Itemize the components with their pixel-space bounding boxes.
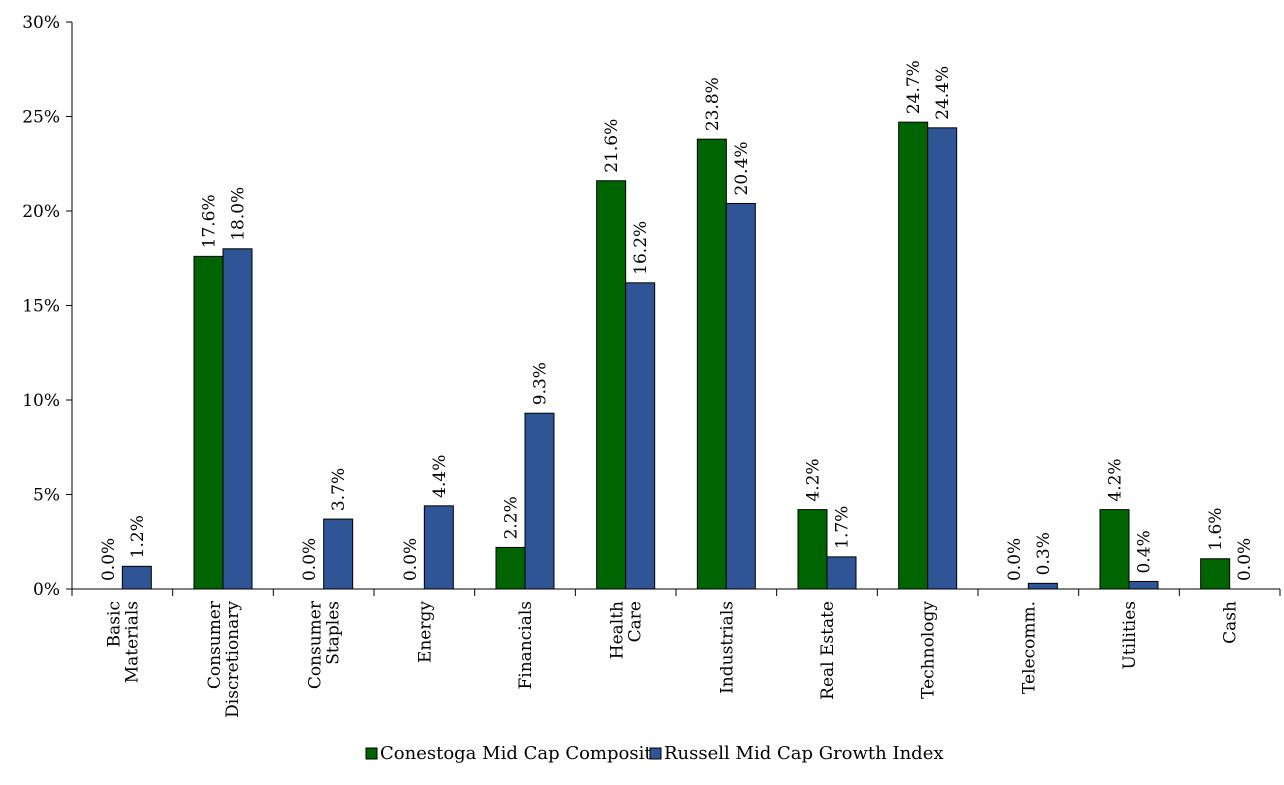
data-label: 0.0% (99, 538, 119, 581)
bar-russell (222, 248, 253, 590)
y-tick-label: 5% (33, 486, 60, 506)
y-tick-label: 20% (22, 202, 60, 222)
bar-russell (725, 202, 756, 590)
category-label: Telecomm. (1019, 601, 1039, 694)
category-label: Staples (324, 601, 344, 665)
category-label: Cash (1221, 601, 1241, 644)
data-label: 0.0% (300, 538, 320, 581)
y-tick-label: 15% (22, 297, 60, 317)
data-label: 0.4% (1135, 530, 1155, 573)
category-label: Technology (919, 601, 939, 699)
category-label: Discretionary (223, 601, 243, 718)
bar-russell (423, 505, 454, 590)
category-label: Basic (104, 601, 124, 647)
legend-swatch-russell (649, 747, 662, 760)
category-label: Industrials (717, 601, 737, 694)
category-label: Consumer (306, 600, 326, 689)
data-label: 0.0% (1235, 538, 1255, 581)
bar-conestoga (1200, 558, 1231, 590)
data-label: 0.0% (401, 538, 421, 581)
data-label: 0.3% (1034, 532, 1054, 575)
data-label: 9.3% (531, 362, 551, 405)
data-label: 21.6% (602, 119, 622, 173)
legend-swatch-conestoga (365, 747, 378, 760)
data-label: 0.0% (1005, 538, 1025, 581)
y-tick-label: 10% (22, 391, 60, 411)
bar-conestoga (193, 255, 224, 590)
data-label: 4.4% (430, 455, 450, 498)
data-label: 1.2% (128, 515, 148, 558)
category-label: Financials (516, 601, 536, 690)
category-label: Real Estate (818, 601, 838, 700)
data-label: 1.7% (833, 506, 853, 549)
bar-conestoga (797, 509, 828, 590)
legend-label-russell: Russell Mid Cap Growth Index (664, 743, 944, 764)
bar-russell (121, 565, 152, 590)
bar-russell (1027, 582, 1058, 590)
bar-conestoga (898, 121, 929, 590)
legend-label-conestoga: Conestoga Mid Cap Composite (380, 743, 662, 764)
bar-russell (927, 127, 958, 590)
category-label: Utilities (1120, 601, 1140, 670)
data-label: 24.7% (904, 60, 924, 114)
data-label: 17.6% (200, 194, 220, 248)
y-tick-label: 0% (33, 580, 60, 600)
y-tick-label: 25% (22, 108, 60, 128)
bar-russell (1128, 580, 1159, 590)
data-label: 4.2% (1106, 458, 1126, 501)
data-label: 1.6% (1206, 508, 1226, 551)
category-label: Energy (415, 601, 435, 663)
category-label: Consumer (205, 600, 225, 689)
data-label: 23.8% (703, 77, 723, 131)
bar-conestoga (696, 138, 727, 590)
category-label: Health (608, 601, 628, 659)
data-label: 20.4% (732, 141, 752, 195)
bar-russell (826, 556, 857, 590)
data-label: 2.2% (502, 496, 522, 539)
category-label: Care (626, 601, 646, 642)
data-label: 3.7% (329, 468, 349, 511)
bar-conestoga (1099, 509, 1130, 590)
data-label: 16.2% (631, 221, 651, 275)
data-label: 18.0% (229, 187, 249, 241)
bar-russell (524, 412, 555, 590)
bar-conestoga (596, 180, 627, 590)
bar-russell (323, 518, 354, 590)
data-label: 24.4% (933, 66, 953, 120)
bar-conestoga (495, 546, 526, 590)
data-label: 4.2% (804, 458, 824, 501)
bar-russell (625, 282, 656, 590)
category-label: Materials (122, 601, 142, 683)
y-tick-label: 30% (22, 13, 60, 33)
